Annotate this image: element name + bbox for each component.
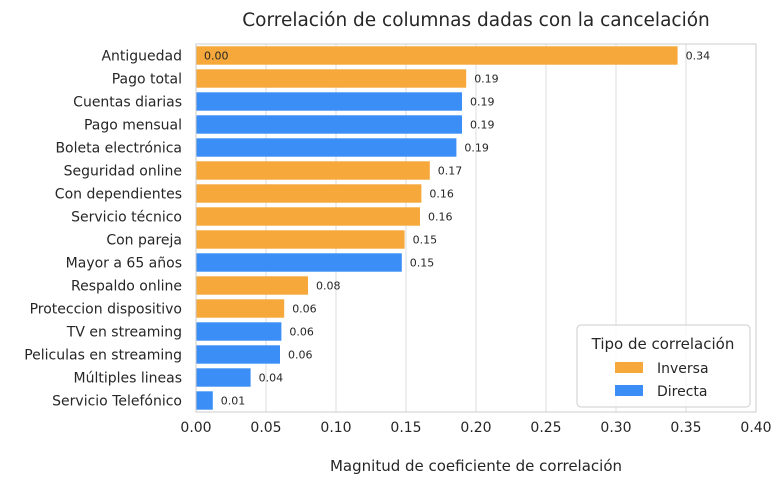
legend-label: Directa [657,384,708,400]
legend-swatch-directa [615,385,643,396]
legend: Tipo de correlación Inversa Directa [576,324,751,408]
data-label: 0.01 [221,395,246,408]
data-labels: 0.340.190.190.190.190.170.160.160.150.15… [204,50,710,408]
bar-seguridad-online [196,161,430,180]
category-label: Peliculas en streaming [24,348,182,364]
data-label: 0.16 [428,211,453,224]
category-label: Mayor a 65 años [66,256,182,272]
x-tick-label: 0.00 [180,420,211,436]
data-label: 0.06 [289,326,314,339]
data-label: 0.34 [686,50,711,63]
bar-pago-total [196,69,467,88]
category-label: Antiguedad [101,49,182,65]
bar-servicio-telefonico [196,391,213,410]
x-tick-label: 0.10 [320,420,351,436]
data-label: 0.19 [464,142,489,155]
x-tick-labels: 0.00 0.05 0.10 0.15 0.20 0.25 0.30 0.35 0.40 [180,420,771,436]
x-tick-label: 0.35 [670,420,701,436]
x-tick-label: 0.20 [460,420,491,436]
bar-antiguedad [196,46,678,65]
bar-tv-en-streaming [196,322,282,341]
category-label: Boleta electrónica [55,141,182,157]
bar-pago-mensual [196,115,462,134]
chart-title: Correlación de columnas dadas con la can… [242,10,710,31]
data-label: 0.16 [429,188,454,201]
category-label: Pago total [112,72,182,88]
bar-mayor-a-65-anos [196,253,402,272]
x-tick-label: 0.40 [740,420,771,436]
category-label: Con pareja [106,233,182,249]
category-label: Con dependientes [55,187,182,203]
legend-title: Tipo de correlación [591,335,735,353]
data-label: 0.15 [413,234,438,247]
legend-label: Inversa [657,361,709,377]
plot-frame [195,43,757,413]
bar-con-dependientes [196,184,422,203]
category-label: Servicio técnico [71,210,182,226]
category-label: Múltiples lineas [74,371,183,387]
legend-swatch-inversa [615,362,643,373]
category-label: Respaldo online [71,279,182,295]
bar-peliculas-en-streaming [196,345,280,364]
bar-proteccion-dispositivo [196,299,285,318]
category-label: Servicio Telefónico [52,394,182,410]
category-labels: Antiguedad Pago total Cuentas diarias Pago … [24,49,182,410]
data-label: 0.19 [470,96,495,109]
bar-respaldo-online [196,276,308,295]
data-label: 0.04 [259,372,284,385]
category-label: TV en streaming [66,325,182,341]
x-tick-label: 0.25 [530,420,561,436]
annotation-label: 0.00 [204,50,229,63]
data-label: 0.19 [474,73,499,86]
category-label: Seguridad online [64,164,182,180]
bar-multiples-lineas [196,368,251,387]
category-label: Proteccion dispositivo [30,302,182,318]
category-label: Cuentas diarias [73,95,182,111]
x-tick-label: 0.15 [390,420,421,436]
data-label: 0.06 [288,349,313,362]
bars-group [196,46,678,410]
x-axis-label: Magnitud de coeficiente de correlación [330,457,622,475]
bar-servicio-tecnico [196,207,420,226]
bar-boleta-electronica [196,138,457,157]
data-label: 0.19 [470,119,495,132]
x-tick-label: 0.05 [250,420,281,436]
x-tick-label: 0.30 [600,420,631,436]
bar-con-pareja [196,230,405,249]
data-label: 0.17 [438,165,463,178]
data-label: 0.08 [316,280,341,293]
data-label: 0.06 [292,303,317,316]
data-label: 0.15 [410,257,435,270]
bar-cuentas-diarias [196,92,462,111]
category-label: Pago mensual [84,118,182,134]
